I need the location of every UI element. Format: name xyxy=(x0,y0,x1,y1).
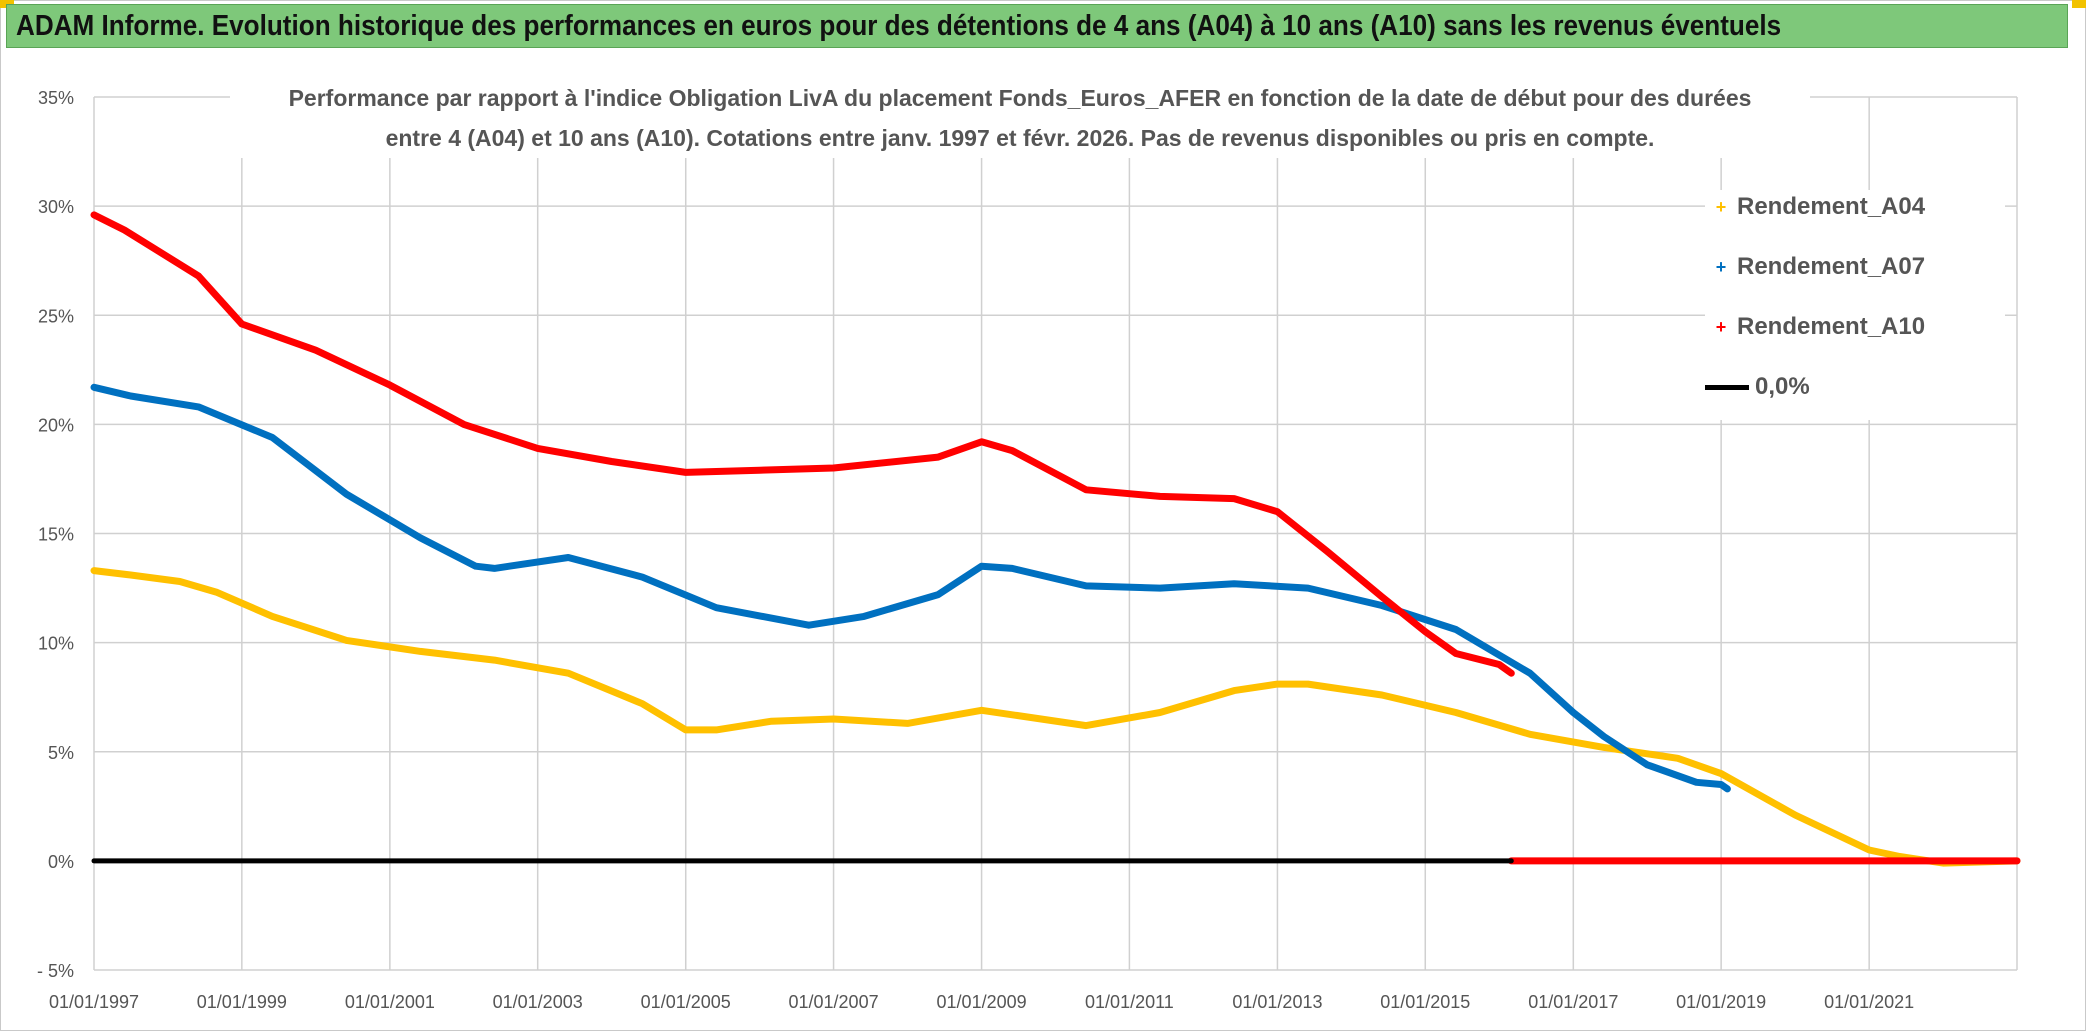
legend-marker-a07: + xyxy=(1715,256,1727,277)
chart-title: Performance par rapport à l'indice Oblig… xyxy=(230,78,1810,158)
y-tick-label: 0% xyxy=(48,852,74,872)
legend-label-a10: Rendement_A10 xyxy=(1737,313,1926,340)
legend-marker-a10: + xyxy=(1715,316,1727,337)
x-tick-label: 01/01/2011 xyxy=(1085,992,1174,1012)
x-tick-label: 01/01/2017 xyxy=(1528,992,1618,1012)
legend-item-a10: + Rendement_A10 xyxy=(1705,312,1925,342)
y-tick-label: 15% xyxy=(38,525,74,545)
x-tick-label: 01/01/2005 xyxy=(641,992,731,1012)
y-tick-label: 25% xyxy=(38,306,74,326)
chart-title-line-1: Performance par rapport à l'indice Oblig… xyxy=(288,85,1752,111)
y-tick-label: - 5% xyxy=(37,961,74,981)
series-line-rendement-a04 xyxy=(90,567,2021,867)
series-line-rendement-a10 xyxy=(90,211,1515,677)
legend-item-a04: + Rendement_A04 xyxy=(1705,192,1925,222)
legend-label-zero: 0,0% xyxy=(1755,373,1810,400)
y-tick-label: 5% xyxy=(48,743,74,763)
x-tick-label: 01/01/2019 xyxy=(1676,992,1766,1012)
y-tick-label: 30% xyxy=(38,197,74,217)
x-tick-label: 01/01/2007 xyxy=(789,992,879,1012)
x-tick-label: 01/01/2015 xyxy=(1380,992,1470,1012)
series-line-rendement-a07 xyxy=(90,383,1731,793)
report-header: ADAM Informe. Evolution historique des p… xyxy=(6,4,2068,48)
x-tick-label: 01/01/2001 xyxy=(345,992,435,1012)
y-tick-label: 10% xyxy=(38,634,74,654)
legend-item-zero: 0,0% xyxy=(1675,372,1810,402)
chart-title-line-2: entre 4 (A04) et 10 ans (A10). Cotations… xyxy=(385,125,1655,151)
y-tick-label: 35% xyxy=(38,88,74,108)
y-tick-label: 20% xyxy=(38,415,74,435)
x-tick-label: 01/01/1997 xyxy=(49,992,139,1012)
x-tick-label: 01/01/1999 xyxy=(197,992,287,1012)
chart-legend: + Rendement_A04 + Rendement_A07 + Rendem… xyxy=(1705,190,2005,420)
x-tick-label: 01/01/2013 xyxy=(1232,992,1322,1012)
corner-accent xyxy=(2072,0,2086,8)
x-tick-label: 01/01/2009 xyxy=(937,992,1027,1012)
legend-line-zero xyxy=(1705,384,1749,390)
x-tick-label: 01/01/2003 xyxy=(493,992,583,1012)
x-tick-label: 01/01/2021 xyxy=(1824,992,1914,1012)
legend-item-a07: + Rendement_A07 xyxy=(1705,252,1925,282)
legend-marker-a04: + xyxy=(1715,196,1727,217)
report-title: ADAM Informe. Evolution historique des p… xyxy=(16,9,1782,42)
legend-label-a04: Rendement_A04 xyxy=(1737,193,1926,220)
legend-label-a07: Rendement_A07 xyxy=(1737,253,1926,280)
